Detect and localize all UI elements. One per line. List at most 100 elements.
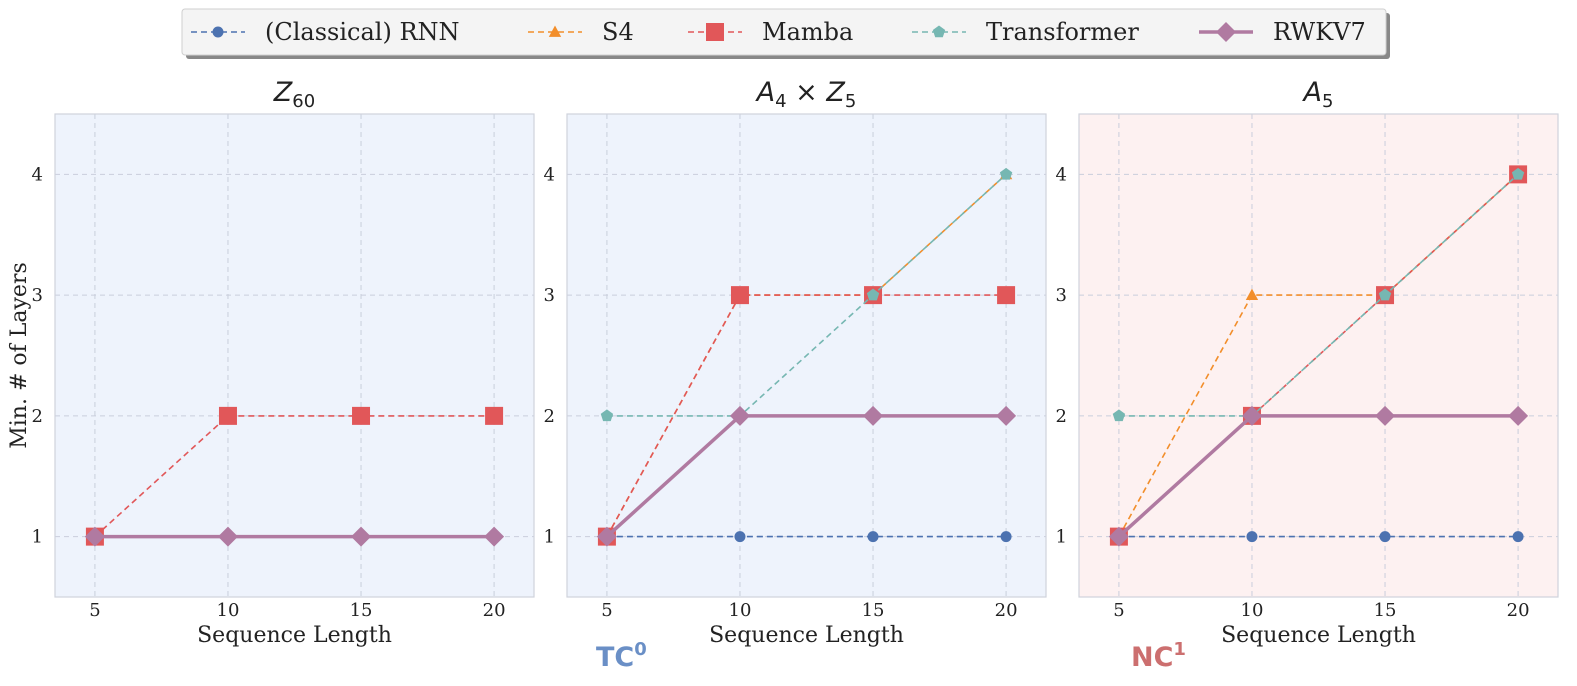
legend-marker bbox=[932, 25, 946, 38]
data-point bbox=[1108, 526, 1129, 547]
data-point bbox=[1512, 531, 1524, 543]
data-point bbox=[600, 409, 614, 422]
data-point bbox=[734, 531, 746, 543]
legend-marker bbox=[212, 26, 224, 38]
legend-box bbox=[181, 8, 1387, 56]
legend-marker bbox=[706, 23, 724, 41]
panel-title: Z60 bbox=[273, 77, 315, 112]
x-axis-label: Sequence Length bbox=[709, 623, 904, 648]
title-base: Z bbox=[273, 77, 293, 108]
data-point bbox=[1112, 409, 1126, 422]
title-base: A bbox=[1302, 77, 1322, 108]
data-point bbox=[730, 286, 749, 305]
series-rwkv7 bbox=[596, 405, 1017, 547]
data-point bbox=[997, 286, 1016, 305]
x-tick-label: 20 bbox=[995, 600, 1018, 621]
plot-frame bbox=[566, 113, 1047, 598]
x-tick-label: 5 bbox=[601, 600, 612, 621]
complexity-class-name: NC bbox=[1131, 642, 1173, 673]
y-tick-label: 4 bbox=[32, 164, 43, 185]
y-tick-label: 1 bbox=[544, 527, 555, 548]
legend-marker bbox=[548, 25, 562, 37]
y-tick-label: 2 bbox=[32, 406, 43, 427]
data-point bbox=[1241, 405, 1262, 426]
data-point bbox=[84, 526, 105, 547]
plot-frame bbox=[54, 113, 535, 598]
data-point bbox=[999, 167, 1013, 180]
panel-title: A5 bbox=[1302, 77, 1334, 112]
x-tick-label: 10 bbox=[1241, 600, 1264, 621]
x-tick-label: 10 bbox=[217, 600, 240, 621]
complexity-class-sup: 0 bbox=[634, 639, 647, 660]
title-sub: 60 bbox=[292, 91, 315, 112]
panel: 5 10 15 20 1 2 3 4 Sequence Length A5 bbox=[1056, 77, 1559, 648]
legend: (Classical) RNN S4 Mamba Transformer RWKV7 bbox=[181, 8, 1390, 59]
data-point bbox=[1000, 531, 1012, 543]
title-times: × bbox=[787, 77, 827, 108]
complexity-class-sup: 1 bbox=[1173, 639, 1186, 660]
y-tick-label: 3 bbox=[544, 285, 555, 306]
data-point bbox=[1508, 405, 1529, 426]
y-tick-label: 2 bbox=[544, 406, 555, 427]
data-point bbox=[351, 526, 372, 547]
y-tick-label: 3 bbox=[32, 285, 43, 306]
panel-title: A4 × Z5 bbox=[755, 77, 857, 112]
legend-label: S4 bbox=[602, 18, 634, 46]
complexity-class-name: TC bbox=[596, 642, 634, 673]
x-axis-label: Sequence Length bbox=[1221, 623, 1416, 648]
legend-entry: Transformer bbox=[912, 18, 1139, 46]
y-tick-label: 4 bbox=[544, 164, 555, 185]
data-point bbox=[217, 526, 238, 547]
x-tick-label: 15 bbox=[1374, 600, 1397, 621]
data-point bbox=[1511, 167, 1525, 180]
legend-entry: (Classical) RNN bbox=[191, 18, 460, 46]
series-rwkv7 bbox=[84, 526, 505, 547]
x-tick-label: 20 bbox=[483, 600, 506, 621]
data-point bbox=[1375, 405, 1396, 426]
title-base-2: Z bbox=[825, 77, 845, 108]
x-tick-label: 20 bbox=[1507, 600, 1530, 621]
y-tick-label: 4 bbox=[1056, 164, 1067, 185]
series-line bbox=[1117, 414, 1519, 538]
x-tick-label: 5 bbox=[1113, 600, 1124, 621]
data-point bbox=[485, 406, 504, 425]
y-tick-label: 1 bbox=[1056, 527, 1067, 548]
data-point bbox=[996, 405, 1017, 426]
legend-label: Mamba bbox=[762, 18, 853, 46]
plot-frame bbox=[1078, 113, 1559, 598]
complexity-class-label: NC1 bbox=[1131, 639, 1186, 673]
panel: 5 10 15 20 1 2 3 4 Sequence Length A4 × Z5 bbox=[544, 77, 1047, 648]
y-axis-label: Min. # of Layers bbox=[7, 262, 32, 449]
data-point bbox=[863, 405, 884, 426]
data-point bbox=[729, 405, 750, 426]
series-line bbox=[1118, 173, 1519, 417]
data-point bbox=[218, 406, 237, 425]
x-tick-label: 15 bbox=[350, 600, 373, 621]
data-point bbox=[1378, 288, 1392, 301]
panel: 5 10 15 20 1 2 3 4 Sequence Length Z60 bbox=[32, 77, 535, 648]
x-axis-label: Sequence Length bbox=[197, 623, 392, 648]
legend-entry: S4 bbox=[528, 18, 634, 46]
series-line bbox=[606, 294, 1007, 537]
series-line bbox=[605, 414, 1007, 538]
data-point bbox=[866, 288, 880, 301]
x-tick-label: 10 bbox=[729, 600, 752, 621]
data-point bbox=[484, 526, 505, 547]
x-tick-label: 15 bbox=[862, 600, 885, 621]
data-point bbox=[1379, 531, 1391, 543]
y-tick-label: 3 bbox=[1056, 285, 1067, 306]
y-tick-label: 1 bbox=[32, 527, 43, 548]
data-point bbox=[1246, 531, 1258, 543]
series-rwkv7 bbox=[1108, 405, 1529, 547]
x-tick-label: 5 bbox=[89, 600, 100, 621]
data-point bbox=[596, 526, 617, 547]
plot-area bbox=[55, 114, 534, 597]
legend-label: (Classical) RNN bbox=[265, 18, 460, 46]
title-sub: 4 bbox=[775, 91, 786, 112]
title-sub-2: 5 bbox=[845, 91, 856, 112]
series-line bbox=[1118, 173, 1519, 537]
y-tick-label: 2 bbox=[1056, 406, 1067, 427]
data-point bbox=[867, 531, 879, 543]
legend-entry: RWKV7 bbox=[1199, 18, 1366, 46]
legend-label: Transformer bbox=[986, 18, 1139, 46]
